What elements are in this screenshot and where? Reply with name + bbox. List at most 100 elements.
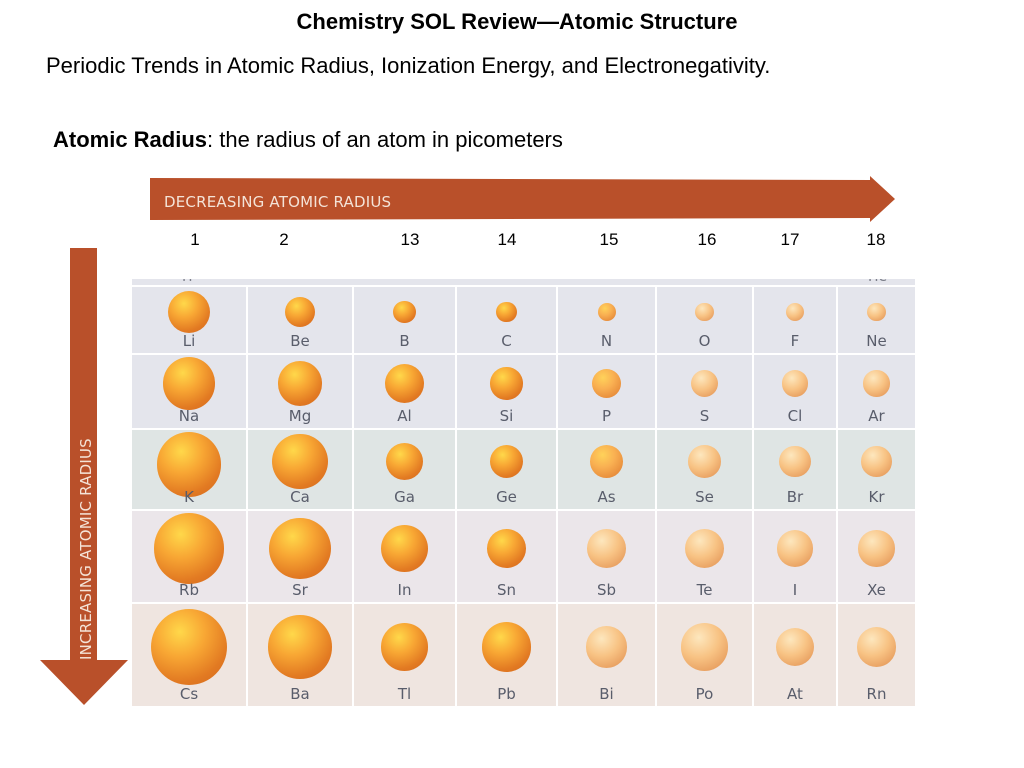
element-symbol: O [698, 332, 711, 350]
element-cell-p: P [558, 355, 655, 428]
element-symbol: Bi [599, 685, 614, 703]
atom-sphere-sn [487, 529, 526, 568]
atom-sphere-as [590, 445, 623, 478]
atom-sphere-o [695, 302, 714, 322]
atom-sphere-rb [153, 513, 225, 584]
element-cell-rb: Rb [132, 511, 246, 602]
atom-sphere-se [688, 445, 721, 478]
atom-sphere-xe [858, 530, 895, 567]
element-cell-s: S [657, 355, 752, 428]
element-cell-tl: Tl [354, 604, 455, 706]
atom-sphere-ge [489, 444, 524, 479]
page-subtitle: Periodic Trends in Atomic Radius, Ioniza… [46, 53, 771, 78]
group-number-label: 1 [190, 230, 200, 249]
element-cell-cl: Cl [754, 355, 836, 428]
atom-sphere-po [680, 623, 729, 671]
atom-sphere-ga [385, 442, 424, 481]
atom-sphere-ne [867, 302, 886, 322]
increasing-radius-label: INCREASING ATOMIC RADIUS [77, 438, 95, 660]
atom-sphere-in [381, 525, 428, 572]
element-cell-bi: Bi [558, 604, 655, 706]
element-cell-ga: Ga [354, 430, 455, 509]
element-symbol: C [501, 332, 512, 350]
element-cell-sb: Sb [558, 511, 655, 602]
atom-sphere-pb [481, 622, 532, 672]
element-symbol: Ga [394, 488, 415, 506]
definition-term: Atomic Radius [53, 127, 208, 152]
element-cell-sr: Sr [248, 511, 352, 602]
element-symbol: Sb [596, 581, 617, 599]
element-symbol: Ne [866, 332, 887, 350]
element-symbol: Na [178, 407, 200, 425]
atom-sphere-bi [585, 626, 628, 668]
period-1-row-stub [132, 279, 915, 285]
definition-text: : the radius of an atom in picometers [207, 127, 563, 152]
element-symbol: K [184, 488, 194, 506]
page-title: Chemistry SOL Review—Atomic Structure [296, 9, 738, 34]
decreasing-radius-arrow: DECREASING ATOMIC RADIUS [150, 176, 895, 222]
element-cell-cs: Cs [132, 604, 246, 706]
element-symbol: Cs [179, 685, 199, 703]
element-symbol-h: H [182, 279, 193, 285]
group-number-label: 14 [497, 230, 517, 249]
element-cell-rn: Rn [838, 604, 915, 706]
element-symbol: Kr [868, 488, 885, 506]
atom-sphere-na [162, 357, 216, 410]
element-symbol: Rb [179, 581, 199, 599]
element-symbol: N [600, 332, 613, 350]
atom-sphere-rn [856, 627, 897, 667]
atom-sphere-si [490, 367, 523, 400]
atom-sphere-n [597, 303, 616, 321]
atom-sphere-br [779, 445, 811, 478]
atom-sphere-be [284, 296, 316, 328]
element-cell-se: Se [657, 430, 752, 509]
atom-sphere-at [775, 627, 815, 667]
group-number-label: 15 [599, 230, 619, 249]
element-symbol: I [792, 581, 798, 599]
element-cell-pb: Pb [457, 604, 556, 706]
element-cell-na: Na [132, 355, 246, 428]
atom-sphere-b [393, 300, 416, 324]
element-symbol: Tl [397, 685, 412, 703]
atom-sphere-te [684, 528, 725, 569]
element-cell-at: At [754, 604, 836, 706]
increasing-radius-arrow: INCREASING ATOMIC RADIUS [40, 248, 128, 705]
atom-sphere-kr [861, 446, 892, 477]
atom-sphere-al [384, 363, 425, 404]
element-symbol: Te [696, 581, 713, 599]
element-cell-in: In [354, 511, 455, 602]
element-cell-si: Si [457, 355, 556, 428]
atom-sphere-c [496, 301, 517, 323]
atom-sphere-tl [380, 623, 429, 671]
group-number-label: 16 [697, 230, 717, 249]
element-symbol: Ca [290, 488, 310, 506]
element-cell-be: Be [248, 287, 352, 353]
atom-sphere-s [690, 369, 719, 398]
element-cell-i: I [754, 511, 836, 602]
element-cell-ge: Ge [457, 430, 556, 509]
increasing-radius-arrow-shape [40, 248, 128, 705]
element-symbol: As [597, 488, 616, 506]
atom-sphere-p [591, 368, 622, 399]
group-number-label: 18 [866, 230, 886, 249]
element-symbol: In [397, 581, 412, 599]
atom-sphere-ba [268, 615, 332, 679]
element-symbol: S [699, 407, 710, 425]
element-symbol: Po [695, 685, 714, 703]
element-symbol: Li [182, 332, 196, 350]
group-number-label: 2 [279, 230, 289, 249]
element-symbol: Si [499, 407, 514, 425]
element-symbol: Be [290, 332, 310, 350]
element-cell-kr: Kr [838, 430, 915, 509]
element-symbol: P [601, 407, 612, 425]
atom-sphere-mg [277, 361, 323, 406]
element-symbol: Br [786, 488, 804, 506]
atom-sphere-ar [863, 370, 890, 397]
group-number-label: 17 [780, 230, 800, 249]
atom-sphere-sb [587, 529, 626, 568]
element-cell-ne: Ne [838, 287, 915, 353]
atom-sphere-sr [269, 517, 331, 580]
atom-sphere-f [785, 302, 805, 322]
element-cell-n: N [558, 287, 655, 353]
atom-sphere-li [167, 290, 211, 334]
